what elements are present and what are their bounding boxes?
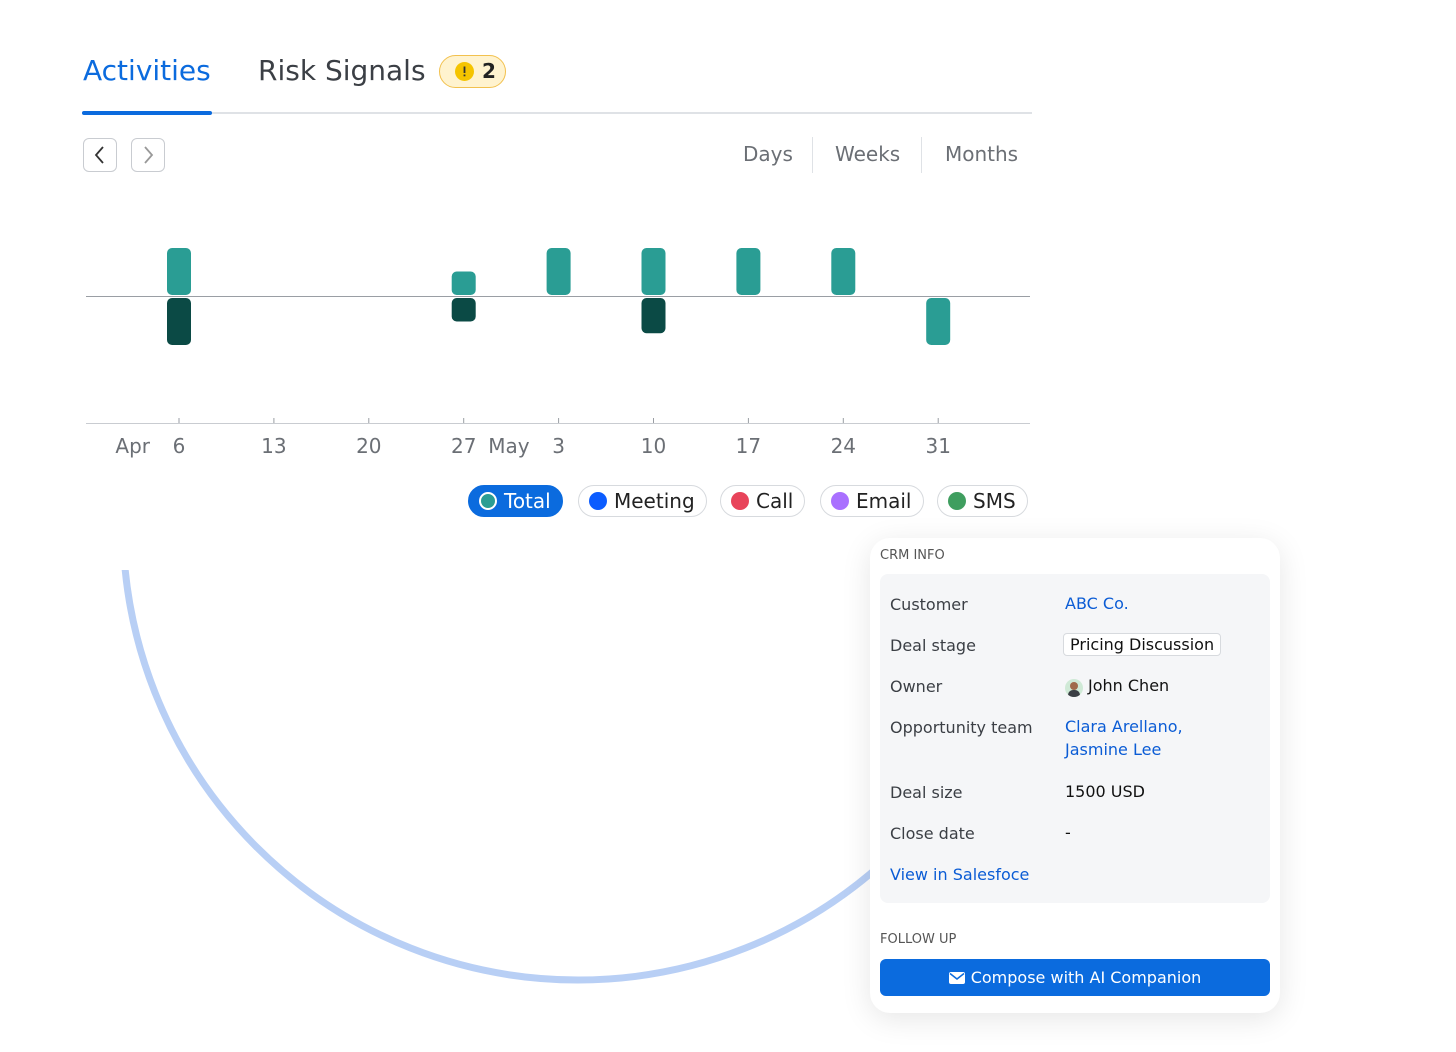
- x-tick-label: 31: [925, 434, 950, 458]
- view-option[interactable]: Weeks: [835, 142, 901, 166]
- badge: 2: [439, 55, 506, 88]
- legend-item[interactable]: Total: [468, 485, 563, 517]
- legend-label: Email: [856, 489, 912, 513]
- legend-item[interactable]: Email: [820, 485, 924, 517]
- bar: [641, 248, 666, 295]
- bar: [736, 248, 761, 295]
- prev-button[interactable]: [83, 138, 117, 172]
- crm-box: [880, 574, 1270, 903]
- tab[interactable]: Risk Signals: [258, 54, 426, 87]
- view-option[interactable]: Days: [743, 142, 793, 166]
- x-tick-label: 10: [641, 434, 666, 458]
- legend-dot: [831, 492, 849, 510]
- warning-icon: [455, 62, 474, 81]
- avatar: [1065, 679, 1083, 697]
- legend-item[interactable]: Meeting: [578, 485, 707, 517]
- section-title: FOLLOW UP: [880, 932, 957, 947]
- legend-item[interactable]: Call: [720, 485, 806, 517]
- x-tick-label: 20: [356, 434, 381, 458]
- crm-panel: CRM INFO Customer ABC Co. Deal stage Pricin…: [870, 538, 1280, 1013]
- avatar-body: [1068, 690, 1080, 697]
- x-tick-label: 17: [736, 434, 761, 458]
- bar: [451, 271, 476, 295]
- x-tick-label: 6: [173, 434, 186, 458]
- row-label: Owner: [890, 677, 943, 696]
- legend-dot: [589, 492, 607, 510]
- bar: [167, 248, 191, 295]
- next-button[interactable]: [131, 138, 165, 172]
- divider: [921, 137, 922, 173]
- legend-dot: [948, 492, 966, 510]
- legend-label: Meeting: [614, 489, 695, 513]
- salesforce-link[interactable]: View in Salesfoce: [890, 865, 1030, 884]
- mail-icon: [948, 971, 965, 984]
- row-label: Deal size: [890, 783, 963, 802]
- legend-label: Total: [504, 489, 551, 513]
- bar: [546, 248, 571, 295]
- compose-button[interactable]: Compose with AI Companion: [880, 959, 1270, 996]
- bar: [641, 298, 666, 334]
- x-tick-label: 27: [451, 434, 476, 458]
- row-value[interactable]: ABC Co.: [1065, 594, 1129, 613]
- row-value: -: [1065, 823, 1071, 842]
- bar: [926, 298, 951, 345]
- bar: [167, 298, 191, 345]
- legend-item[interactable]: SMS: [937, 485, 1028, 517]
- tab-rule: [82, 112, 1032, 114]
- bar: [831, 248, 856, 295]
- month-label: May: [488, 434, 530, 458]
- row-label: Customer: [890, 595, 968, 614]
- row-value: John Chen: [1088, 676, 1170, 695]
- row-value[interactable]: Clara Arellano, Jasmine Lee: [1065, 717, 1183, 759]
- button-label: Compose with AI Companion: [970, 968, 1202, 987]
- x-tick-label: 3: [552, 434, 565, 458]
- tab[interactable]: Activities: [83, 54, 211, 87]
- row-label: Deal stage: [890, 636, 976, 655]
- legend-label: Call: [756, 489, 794, 513]
- view-option[interactable]: Months: [945, 142, 1019, 166]
- legend-dot: [479, 492, 497, 510]
- x-tick-label: 13: [261, 434, 286, 458]
- row-label: Close date: [890, 824, 975, 843]
- section-title: CRM INFO: [880, 548, 945, 563]
- bar: [451, 298, 476, 322]
- badge-count: 2: [482, 59, 496, 83]
- row-value: Pricing Discussion: [1063, 633, 1222, 656]
- row-value: 1500 USD: [1065, 782, 1145, 801]
- row-label: Opportunity team: [890, 718, 1033, 737]
- chart: 6 Apr 13 20 27 3 May 10 17 24 31: [86, 248, 1030, 458]
- tab-indicator: [82, 111, 212, 115]
- legend-label: SMS: [973, 489, 1016, 513]
- x-tick-label: 24: [831, 434, 856, 458]
- divider: [812, 137, 813, 173]
- legend-dot: [731, 492, 749, 510]
- avatar-head: [1070, 682, 1078, 690]
- month-label: Apr: [115, 434, 150, 458]
